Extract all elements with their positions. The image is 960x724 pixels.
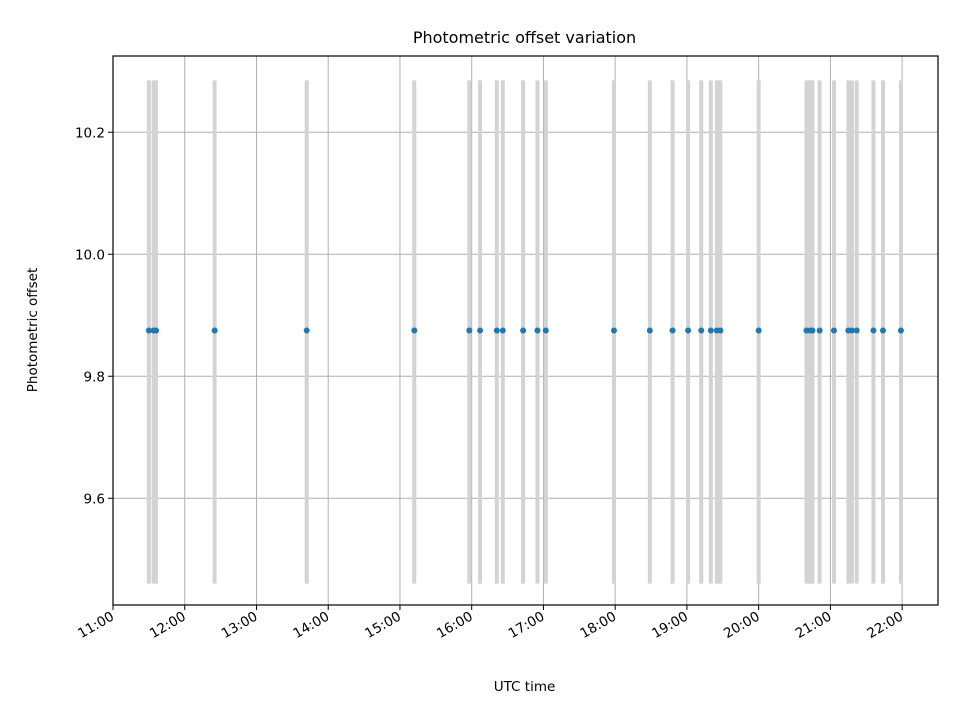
data-point bbox=[303, 327, 310, 334]
data-point bbox=[411, 327, 418, 334]
tick-layer: 11:00 12:00 13:00 14:00 15:00 16:00 17:00 18:00… bbox=[75, 125, 906, 642]
data-point bbox=[145, 327, 152, 334]
data-point bbox=[646, 327, 653, 334]
chart-title: Photometric offset variation bbox=[413, 28, 636, 47]
x-tick-label: 16:00 bbox=[434, 609, 476, 642]
x-tick-label: 11:00 bbox=[75, 609, 117, 642]
data-point bbox=[477, 327, 484, 334]
y-axis-label: Photometric offset bbox=[25, 268, 41, 392]
data-point bbox=[717, 327, 724, 334]
data-point bbox=[880, 327, 886, 334]
x-tick-label: 14:00 bbox=[291, 609, 333, 642]
data-point bbox=[520, 327, 527, 334]
data-point bbox=[698, 327, 705, 334]
data-point bbox=[870, 327, 877, 334]
x-tick-label: 19:00 bbox=[649, 609, 691, 642]
data-point bbox=[755, 327, 762, 334]
x-tick-label: 22:00 bbox=[864, 609, 906, 642]
y-tick-label: 10.2 bbox=[75, 125, 105, 141]
x-tick-label: 12:00 bbox=[147, 609, 189, 642]
data-point bbox=[499, 327, 506, 334]
data-point bbox=[610, 327, 617, 334]
y-tick-label: 9.6 bbox=[84, 491, 105, 507]
data-point bbox=[153, 327, 160, 334]
data-point bbox=[211, 327, 218, 334]
x-tick-label: 20:00 bbox=[721, 609, 763, 642]
data-point bbox=[897, 327, 904, 334]
x-tick-label: 18:00 bbox=[577, 609, 619, 642]
plot-frame bbox=[112, 55, 939, 606]
data-point bbox=[493, 327, 500, 334]
data-point bbox=[534, 327, 541, 334]
data-point bbox=[669, 327, 676, 334]
x-tick-label: 15:00 bbox=[362, 609, 404, 642]
data-point bbox=[707, 327, 714, 334]
y-tick-label: 9.8 bbox=[84, 369, 105, 385]
x-tick-label: 13:00 bbox=[219, 609, 261, 642]
y-tick-label: 10.0 bbox=[75, 247, 105, 263]
data-point bbox=[816, 327, 823, 334]
data-point bbox=[853, 327, 860, 334]
data-point bbox=[830, 327, 837, 334]
x-tick-label: 17:00 bbox=[506, 609, 548, 642]
data-point bbox=[466, 327, 473, 334]
data-point bbox=[542, 327, 549, 334]
data-point bbox=[848, 327, 855, 334]
x-tick-label: 21:00 bbox=[793, 609, 835, 642]
data-point bbox=[685, 327, 692, 334]
data-point bbox=[809, 327, 816, 334]
data-point-layer bbox=[145, 327, 904, 334]
x-axis-label: UTC time bbox=[494, 679, 556, 695]
